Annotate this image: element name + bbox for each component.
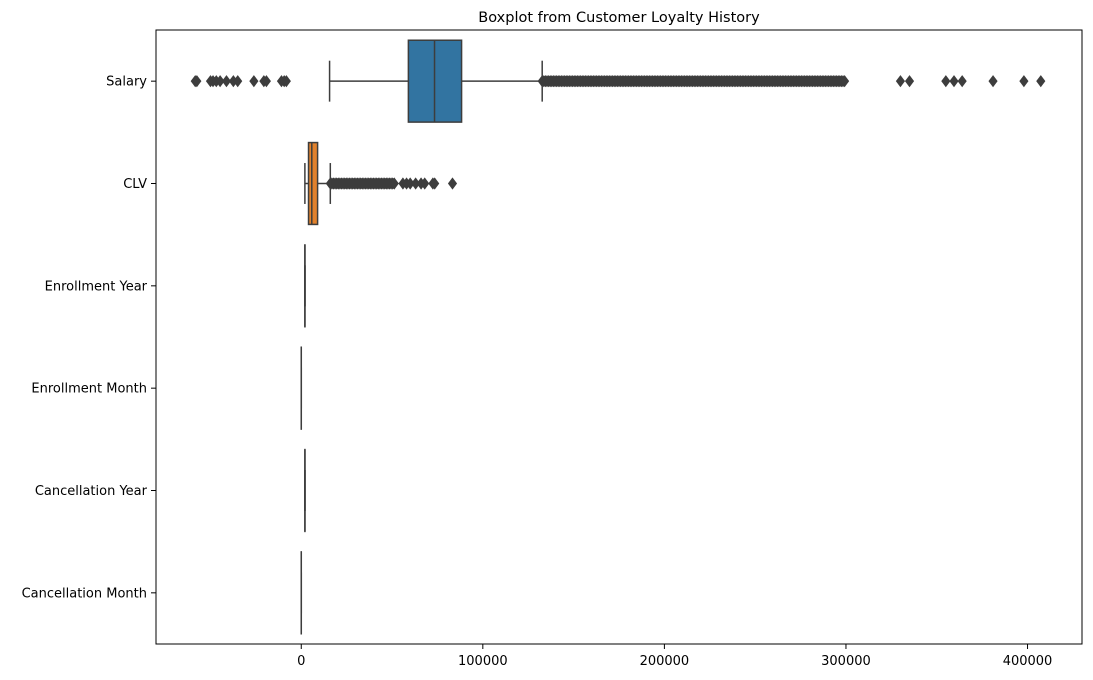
outlier-point — [895, 75, 906, 88]
y-tick-label: Cancellation Month — [22, 586, 147, 601]
outlier-point — [261, 75, 271, 88]
outlier-point — [941, 75, 951, 88]
outlier-point — [840, 75, 850, 88]
x-tick-label: 300000 — [821, 654, 871, 669]
outlier-point — [233, 75, 243, 88]
outlier-point — [957, 75, 967, 88]
outlier-point — [215, 75, 225, 88]
y-tick-label: Enrollment Month — [31, 382, 147, 397]
outlier-point — [1019, 75, 1029, 88]
outlier-point — [249, 75, 259, 88]
chart-title: Boxplot from Customer Loyalty History — [478, 10, 760, 26]
x-tick-label: 400000 — [1003, 654, 1053, 669]
outlier-point — [221, 75, 232, 88]
outlier-point — [988, 75, 998, 88]
x-tick-label: 200000 — [640, 654, 690, 669]
outlier-point — [447, 177, 458, 190]
outlier-point — [192, 75, 202, 88]
y-tick-label: Salary — [106, 75, 147, 90]
outlier-point — [420, 177, 430, 190]
outlier-point — [430, 177, 440, 190]
axes: Salary CLV Enrollment Year Enrollment Month… — [22, 75, 1053, 669]
x-tick-label: 100000 — [458, 654, 508, 669]
y-tick-label: CLV — [123, 177, 147, 192]
y-tick-label: Cancellation Year — [35, 484, 148, 499]
y-tick-label: Enrollment Year — [45, 279, 148, 294]
outlier-point — [904, 75, 915, 88]
outlier-point — [1036, 75, 1046, 88]
outlier-point — [949, 75, 959, 88]
x-tick-label: 0 — [297, 654, 305, 669]
outlier-point — [389, 177, 399, 190]
plot-area — [190, 39, 1046, 635]
plot-frame — [155, 29, 1083, 645]
outlier-point — [281, 75, 291, 88]
box-clv — [307, 141, 319, 226]
